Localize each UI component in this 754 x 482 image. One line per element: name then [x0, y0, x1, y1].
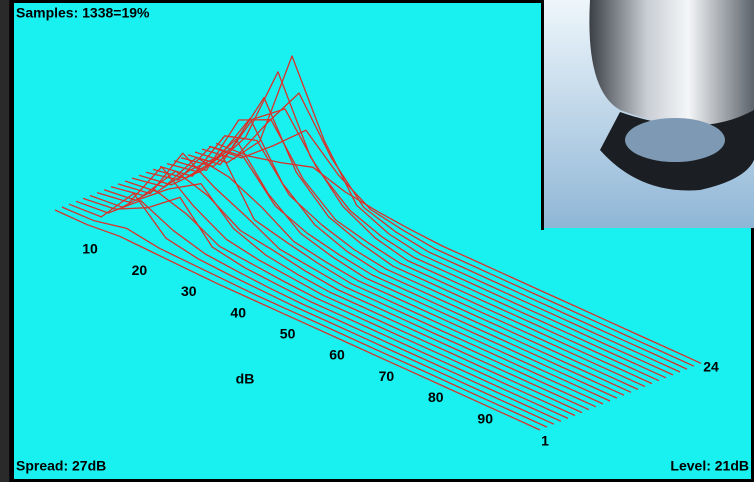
db-tick-label: 40: [230, 304, 246, 320]
db-tick-label: 80: [428, 389, 444, 405]
page: Samples: 1338=19% Spread: 27dB Level: 21…: [0, 0, 754, 482]
db-tick-label: 90: [477, 410, 493, 426]
photo-border: [541, 0, 544, 230]
db-tick-label: 20: [132, 262, 148, 278]
photo: [543, 0, 754, 228]
db-tick-label: 10: [82, 241, 98, 257]
level-label: Level: 21dB: [670, 458, 749, 474]
photo-lens: [625, 118, 725, 162]
db-tick-label: 30: [181, 283, 197, 299]
left-panel-edge: [0, 0, 9, 482]
db-tick-label: 50: [280, 326, 296, 342]
trace-first-label: 1: [541, 433, 549, 449]
db-tick-label: 70: [379, 368, 395, 384]
samples-label: Samples: 1338=19%: [16, 5, 150, 21]
db-axis-title: dB: [236, 371, 255, 387]
waterfall-window: Samples: 1338=19% Spread: 27dB Level: 21…: [0, 0, 754, 482]
spread-label: Spread: 27dB: [16, 458, 106, 474]
trace-last-label: 24: [703, 359, 719, 375]
db-tick-label: 60: [329, 347, 345, 363]
